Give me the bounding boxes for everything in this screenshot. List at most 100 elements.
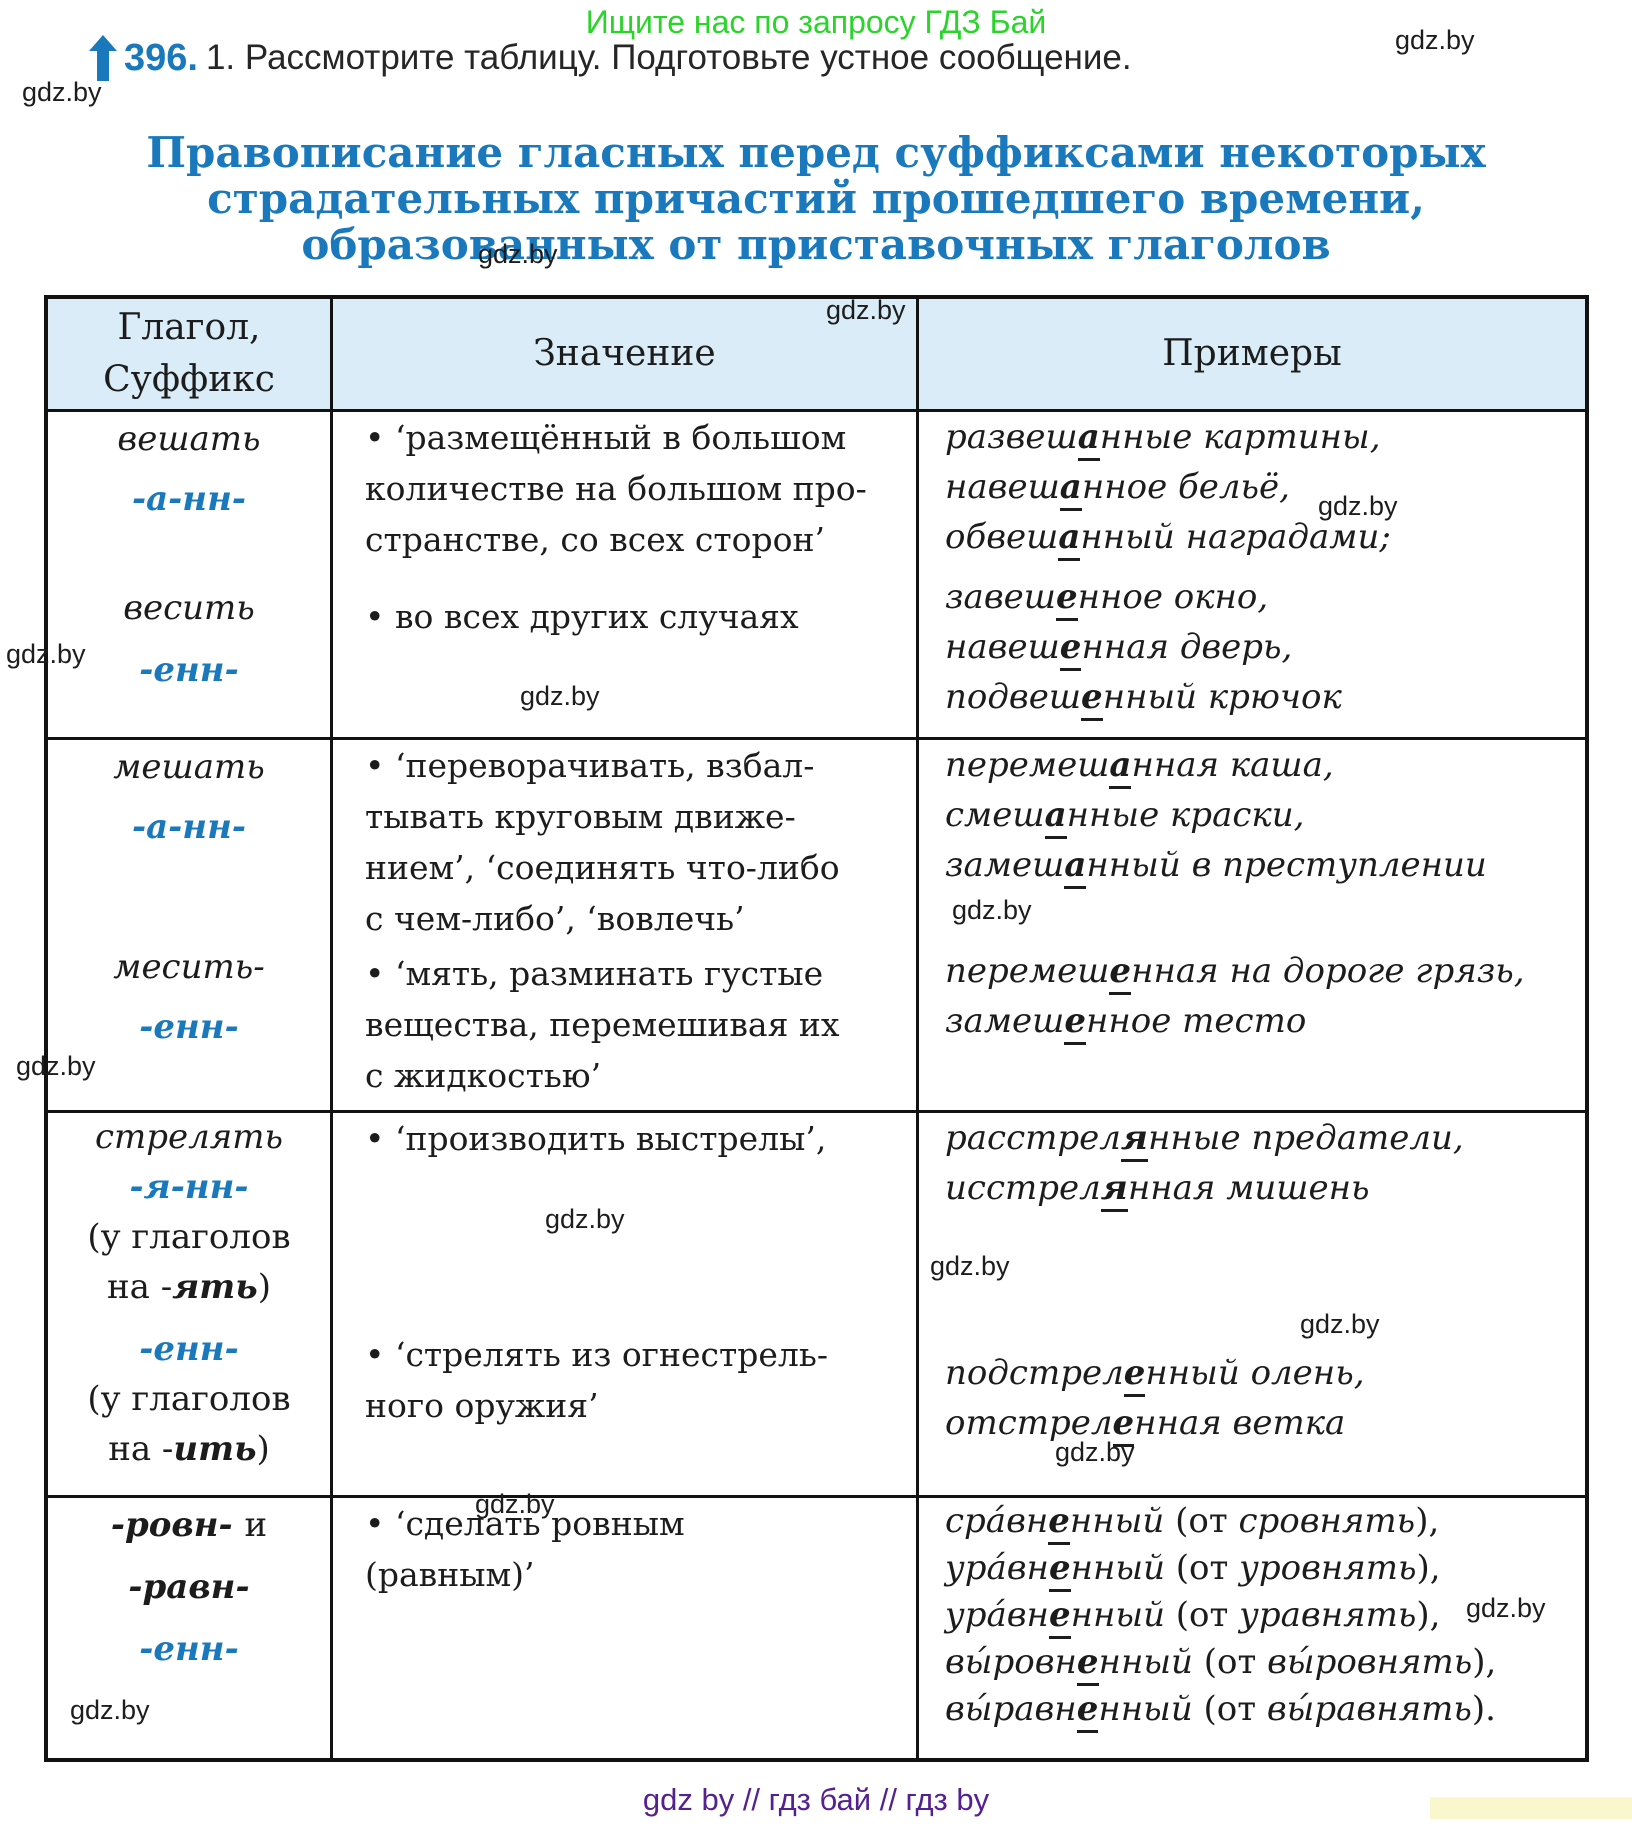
underlined-letter: я xyxy=(1120,1118,1148,1162)
suffix-label: -а-нн- xyxy=(132,479,246,519)
watermark: gdz.by xyxy=(545,1204,625,1234)
verb-line: весить xyxy=(123,588,255,628)
exercise-number: 396. xyxy=(124,36,198,79)
verb-line: месить- xyxy=(113,947,265,987)
verb-line: вешать xyxy=(117,419,261,459)
meaning-cell: • ‘размещённый в большом количестве на б… xyxy=(333,412,919,740)
exercise-instruction: 1. Рассмотрите таблицу. Подготовьте устн… xyxy=(205,38,1132,77)
underlined-letter: а xyxy=(1077,417,1100,461)
suffix-label: -енн- xyxy=(139,1329,239,1369)
meaning-cell: • ‘сделать ровным (равным)’ xyxy=(333,1498,919,1758)
roman-text: и xyxy=(244,1505,268,1545)
suffix-label: -енн- xyxy=(139,1007,239,1047)
meaning-item: • ‘стрелять из огнестрель- ного оружия’ xyxy=(365,1335,828,1425)
bold-italic-text: ять xyxy=(172,1267,258,1307)
underlined-letter: е xyxy=(1109,951,1132,995)
verb-suffix-cell: стрелять -я-нн- (у глаголов на -ять) -енн- (у… xyxy=(48,1113,333,1498)
watermark: gdz.by xyxy=(475,1489,555,1519)
roman-text: ), xyxy=(1415,1501,1440,1541)
verb-suffix-cell: вешать -а-нн-весить -енн- xyxy=(48,412,333,740)
roman-text: ), xyxy=(1416,1595,1441,1635)
example-line: сра́вненный (от сровнять), xyxy=(945,1498,1571,1545)
underlined-letter: е xyxy=(1112,1403,1135,1447)
watermark: gdz.by xyxy=(22,77,102,107)
example-line: ура́вненный (от уравнять), xyxy=(945,1592,1571,1639)
verb-line: мешать xyxy=(113,747,265,787)
underlined-letter: а xyxy=(1059,467,1082,511)
column-header: Глагол, Суффикс xyxy=(48,299,333,412)
example-line: перемешенная на дороге грязь, xyxy=(945,946,1571,996)
watermark: gdz.by xyxy=(930,1251,1010,1281)
underlined-letter: е xyxy=(1059,627,1082,671)
example-line: замешенное тесто xyxy=(945,996,1571,1046)
meaning-item: • ‘переворачивать, взбал- тывать круговы… xyxy=(365,746,840,938)
roman-text: (от xyxy=(1203,1689,1267,1729)
suffix-label: -енн- xyxy=(139,650,239,690)
roman-text: ), xyxy=(1472,1642,1497,1682)
suffix-label: -а-нн- xyxy=(132,807,246,847)
underlined-letter: е xyxy=(1055,577,1078,621)
note-line: на -ить) xyxy=(108,1429,270,1469)
example-line: отстреленная ветка xyxy=(945,1398,1571,1448)
examples-cell: развешанные картины, навешанное бельё, обв… xyxy=(919,412,1585,740)
underlined-letter: а xyxy=(1058,517,1081,561)
example-line: вы́равненный (от вы́равнять). xyxy=(945,1686,1571,1733)
example-line: вы́ровненный (от вы́ровнять), xyxy=(945,1639,1571,1686)
watermark: gdz.by xyxy=(70,1695,150,1725)
roman-text: (от xyxy=(1175,1501,1239,1541)
bold-italic-text: ить xyxy=(173,1429,257,1469)
underlined-letter: е xyxy=(1048,1501,1070,1545)
watermark: gdz.by xyxy=(478,239,558,269)
roman-text: (от xyxy=(1175,1548,1240,1588)
watermark: gdz.by xyxy=(826,295,906,325)
highlight-bar xyxy=(1430,1797,1632,1819)
suffix-label: -енн- xyxy=(139,1629,239,1669)
example-line: расстрелянные предатели, xyxy=(945,1113,1571,1163)
watermark: gdz.by xyxy=(16,1051,96,1081)
table-title: Правописание гласных перед суффиксами не… xyxy=(146,128,1486,269)
watermark: gdz.by xyxy=(1055,1437,1135,1467)
verb-line: -ровн- и xyxy=(110,1505,268,1545)
promo-banner: Ищите нас по запросу ГДЗ Бай xyxy=(585,4,1047,40)
examples-cell: расстрелянные предатели, исстрелянная миш… xyxy=(919,1113,1585,1498)
watermark: gdz.by xyxy=(6,639,86,669)
example-line: замешанный в преступлении xyxy=(945,840,1571,890)
participle-spelling-table: Глагол, Суффикс Значение Примеры вешать -а-н… xyxy=(44,295,1589,1762)
verb-suffix-cell: -ровн- и -равн- -енн- xyxy=(48,1498,333,1758)
underlined-letter: е xyxy=(1048,1595,1071,1639)
underlined-letter: е xyxy=(1064,1001,1086,1045)
note-line: на -ять) xyxy=(107,1267,271,1307)
meaning-item: • ‘размещённый в большом количестве на б… xyxy=(365,418,867,559)
meaning-cell: • ‘переворачивать, взбал- тывать круговы… xyxy=(333,740,919,1113)
underlined-letter: е xyxy=(1048,1548,1071,1592)
examples-cell: сра́вненный (от сровнять), ура́вненный (о… xyxy=(919,1498,1585,1758)
example-line: перемешанная каша, xyxy=(945,740,1571,790)
verb-line: -равн- xyxy=(128,1567,250,1607)
example-line: развешанные картины, xyxy=(945,412,1571,462)
example-line: исстрелянная мишень xyxy=(945,1163,1571,1213)
watermark: gdz.by xyxy=(1395,25,1475,55)
verb-suffix-cell: мешать -а-нн-месить- -енн- xyxy=(48,740,333,1113)
meaning-item: • ‘мять, разминать густые вещества, пере… xyxy=(365,954,840,1095)
note-line: (у глаголов xyxy=(87,1217,291,1257)
meaning-item: • во всех других случаях xyxy=(365,597,799,636)
example-line: подстреленный олень, xyxy=(945,1348,1571,1398)
example-line: завешенное окно, xyxy=(945,572,1571,622)
meaning-cell: • ‘производить выстрелы’, • ‘стрелять из … xyxy=(333,1113,919,1498)
example-line: обвешанный наградами; xyxy=(945,512,1571,562)
note-line: (у глаголов xyxy=(87,1379,291,1419)
underlined-letter: е xyxy=(1123,1353,1146,1397)
underlined-letter: е xyxy=(1081,677,1103,721)
up-arrow-icon xyxy=(86,34,120,82)
watermark: gdz.by xyxy=(952,895,1032,925)
underlined-letter: е xyxy=(1076,1689,1099,1733)
verb-line: стрелять xyxy=(94,1117,284,1157)
meaning-item: • ‘сделать ровным (равным)’ xyxy=(365,1504,685,1594)
underlined-letter: а xyxy=(1044,795,1067,839)
underlined-letter: а xyxy=(1109,745,1132,789)
example-line: подвешенный крючок xyxy=(945,672,1571,722)
underlined-letter: а xyxy=(1064,845,1087,889)
example-line: навешанное бельё, xyxy=(945,462,1571,512)
column-header: Примеры xyxy=(919,299,1585,412)
watermark: gdz.by xyxy=(520,681,600,711)
